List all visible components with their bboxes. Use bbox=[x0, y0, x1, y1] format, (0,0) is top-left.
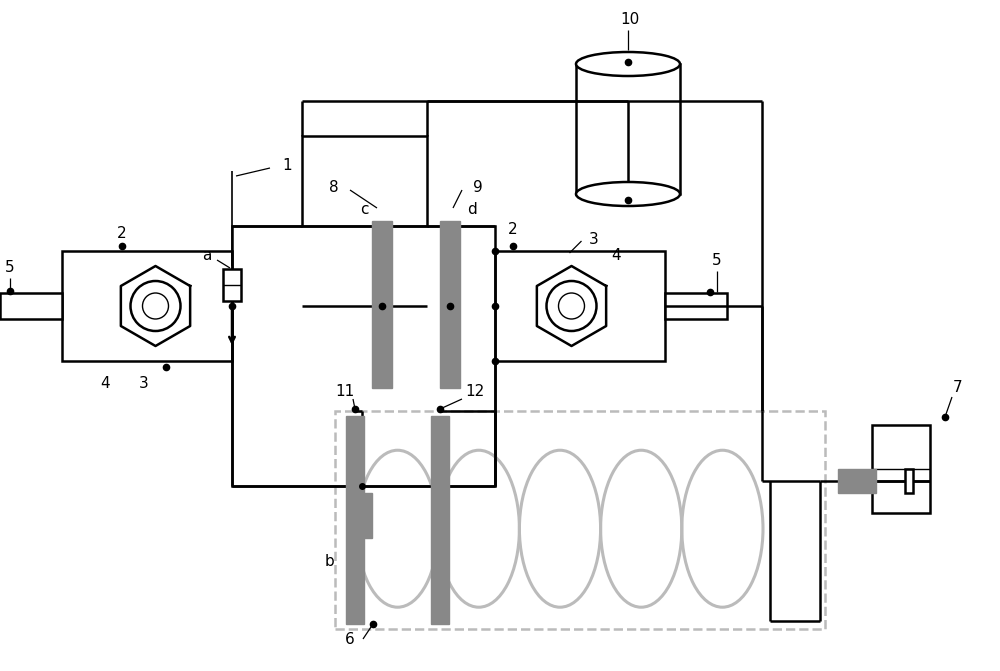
Text: 9: 9 bbox=[473, 180, 483, 195]
Text: 7: 7 bbox=[953, 380, 963, 395]
Text: 3: 3 bbox=[139, 376, 148, 391]
Bar bbox=[352, 493, 372, 538]
Text: 5: 5 bbox=[5, 260, 15, 276]
Text: 2: 2 bbox=[117, 225, 127, 240]
Ellipse shape bbox=[576, 52, 680, 76]
Bar bbox=[665, 293, 727, 319]
Text: 12: 12 bbox=[465, 384, 485, 399]
Text: c: c bbox=[360, 203, 368, 217]
Bar bbox=[440, 221, 460, 388]
Bar bbox=[372, 221, 392, 388]
Text: 3: 3 bbox=[589, 231, 598, 246]
Text: 4: 4 bbox=[612, 248, 621, 264]
Bar bbox=[495, 251, 665, 361]
Text: 5: 5 bbox=[712, 254, 722, 268]
Text: 4: 4 bbox=[101, 376, 110, 391]
Text: 11: 11 bbox=[335, 384, 355, 399]
Text: 2: 2 bbox=[508, 221, 518, 236]
Bar bbox=[872, 425, 930, 513]
Bar bbox=[62, 251, 232, 361]
Bar bbox=[431, 416, 449, 624]
Bar bbox=[576, 64, 680, 194]
Text: d: d bbox=[467, 203, 477, 217]
Bar bbox=[232, 226, 495, 486]
Bar bbox=[0, 293, 62, 319]
Text: a: a bbox=[202, 248, 212, 264]
Text: 10: 10 bbox=[620, 13, 640, 28]
Text: 6: 6 bbox=[345, 631, 355, 646]
Bar bbox=[838, 469, 876, 493]
Bar bbox=[223, 269, 241, 301]
Bar bbox=[335, 411, 825, 629]
Text: b: b bbox=[325, 554, 335, 568]
Bar bbox=[302, 136, 427, 226]
Bar bbox=[346, 416, 364, 624]
Ellipse shape bbox=[576, 182, 680, 206]
Text: 1: 1 bbox=[282, 158, 292, 174]
Text: 8: 8 bbox=[329, 180, 339, 195]
Bar bbox=[905, 469, 913, 493]
